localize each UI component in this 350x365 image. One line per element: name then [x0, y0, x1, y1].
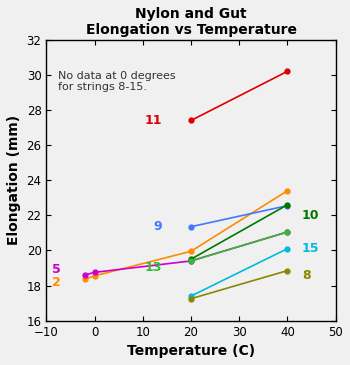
Text: 15: 15	[302, 242, 320, 255]
Text: No data at 0 degrees
for strings 8-15.: No data at 0 degrees for strings 8-15.	[58, 70, 176, 92]
Text: 11: 11	[145, 114, 162, 127]
Text: 8: 8	[302, 269, 310, 283]
Text: 2: 2	[52, 276, 61, 288]
Text: 5: 5	[52, 263, 61, 276]
Y-axis label: Elongation (mm): Elongation (mm)	[7, 115, 21, 245]
X-axis label: Temperature (C): Temperature (C)	[127, 344, 255, 358]
Text: 9: 9	[153, 220, 162, 233]
Text: 13: 13	[145, 261, 162, 274]
Text: 10: 10	[302, 209, 320, 222]
Title: Nylon and Gut
Elongation vs Temperature: Nylon and Gut Elongation vs Temperature	[85, 7, 296, 37]
